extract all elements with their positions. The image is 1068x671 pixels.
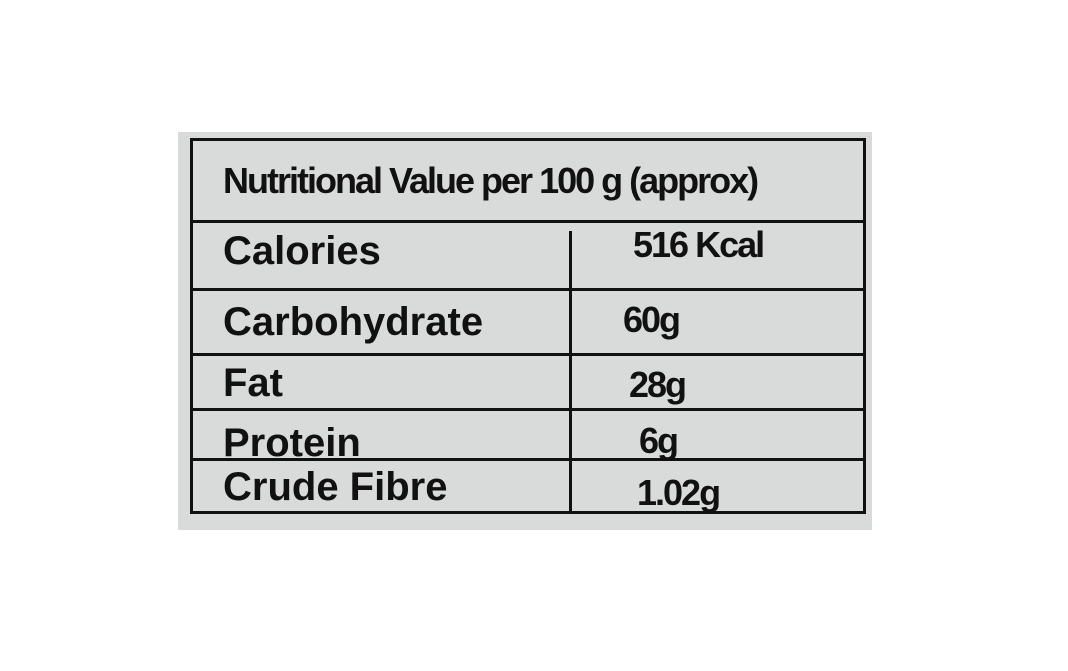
table-row: Calories 516 Kcal [193,223,863,291]
column-divider [569,231,572,514]
table-row: Crude Fibre 1.02g [193,461,863,514]
nutrient-value: 6g [639,420,679,461]
table-title: Nutritional Value per 100 g (approx) [193,141,863,223]
nutrient-name: Crude Fibre [223,465,448,509]
nutrition-table: Nutritional Value per 100 g (approx) Cal… [190,138,866,514]
nutrient-value: 28g [629,364,687,405]
table-row: Carbohydrate 60g [193,291,863,356]
nutrient-value: 60g [623,299,681,340]
nutrient-name: Carbohydrate [223,300,484,344]
table-row: Protein 6g [193,411,863,465]
table-row: Fat 28g [193,356,863,411]
nutrient-value: 1.02g [637,472,721,513]
nutrient-name: Fat [223,361,283,405]
nutrient-name: Calories [223,229,381,273]
nutrient-name: Protein [223,421,361,465]
nutrient-value: 516 Kcal [633,224,765,265]
label-background [178,132,872,530]
